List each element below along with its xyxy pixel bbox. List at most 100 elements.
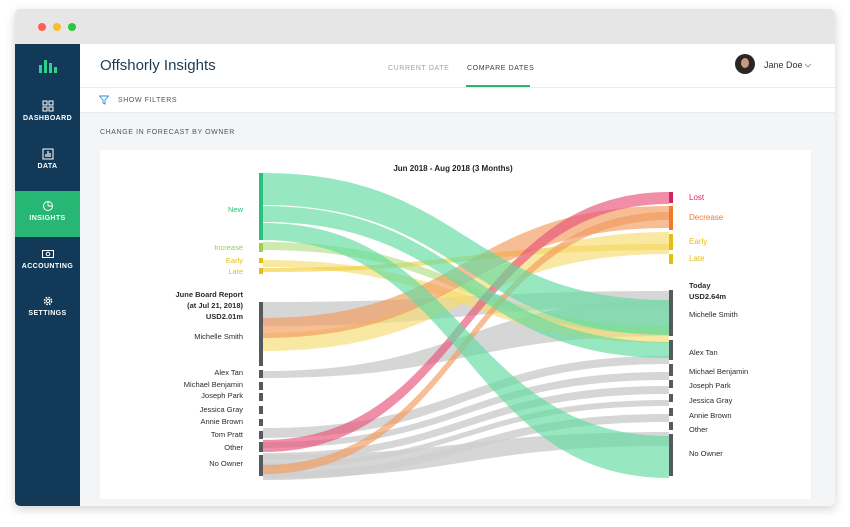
sankey-node-left bbox=[259, 302, 263, 366]
top-header: Offshorly Insights CURRENT DATE COMPARE … bbox=[80, 44, 835, 88]
sidebar-item-dashboard[interactable]: DASHBOARD bbox=[15, 91, 80, 137]
board-report-label: USD2.01m bbox=[206, 312, 243, 321]
sankey-node-left bbox=[259, 406, 263, 414]
sankey-nodes bbox=[259, 173, 673, 476]
section-title: CHANGE IN FORECAST BY OWNER bbox=[100, 129, 235, 136]
bar-chart-logo-icon[interactable] bbox=[39, 59, 57, 73]
right-owner-label: Other bbox=[689, 425, 708, 434]
sankey-node-left bbox=[259, 382, 263, 390]
sankey-node-left bbox=[259, 258, 263, 263]
left-owner-label: Alex Tan bbox=[214, 368, 243, 377]
sankey-node-left bbox=[259, 393, 263, 401]
left-owner-label: No Owner bbox=[209, 459, 243, 468]
page-title: Offshorly Insights bbox=[100, 57, 216, 74]
sankey-node-right bbox=[669, 192, 673, 203]
sankey-node-left bbox=[259, 455, 263, 476]
left-owner-label: Jessica Gray bbox=[200, 405, 244, 414]
right-category-label: Decrease bbox=[689, 213, 724, 222]
pie-chart-icon bbox=[42, 201, 53, 211]
minimize-window-button[interactable] bbox=[53, 23, 61, 31]
sidebar-item-settings[interactable]: SETTINGS bbox=[15, 286, 80, 332]
tab-current-date[interactable]: CURRENT DATE bbox=[388, 65, 450, 72]
left-owner-label: Other bbox=[224, 443, 243, 452]
right-owner-label: Joseph Park bbox=[689, 381, 731, 390]
right-owner-label: Jessica Gray bbox=[689, 396, 733, 405]
sidebar-item-label: DATA bbox=[37, 163, 58, 170]
right-category-label: Lost bbox=[689, 193, 705, 202]
right-owner-label: Annie Brown bbox=[689, 411, 732, 420]
user-name[interactable]: Jane Doe bbox=[764, 60, 803, 70]
right-owner-label: Alex Tan bbox=[689, 348, 718, 357]
left-category-label: Early bbox=[226, 256, 243, 265]
sankey-node-left bbox=[259, 370, 263, 378]
left-owner-label: Joseph Park bbox=[201, 391, 243, 400]
avatar[interactable] bbox=[735, 54, 755, 74]
chart-period-title: Jun 2018 - Aug 2018 (3 Months) bbox=[393, 164, 513, 173]
gear-icon bbox=[43, 296, 52, 306]
left-owner-label: Annie Brown bbox=[200, 417, 243, 426]
left-owner-label: Michael Benjamin bbox=[184, 380, 243, 389]
right-owner-label: No Owner bbox=[689, 449, 723, 458]
sidebar-item-data[interactable]: DATA bbox=[15, 139, 80, 185]
right-category-label: Early bbox=[689, 237, 707, 246]
left-owner-label: Michelle Smith bbox=[194, 332, 243, 341]
sankey-flow bbox=[263, 173, 669, 335]
sankey-node-right bbox=[669, 234, 673, 250]
today-label: USD2.64m bbox=[689, 292, 726, 301]
show-filters-button[interactable]: SHOW FILTERS bbox=[118, 97, 178, 104]
sidebar-item-label: DASHBOARD bbox=[22, 115, 73, 122]
sankey-node-left bbox=[259, 431, 263, 439]
sankey-node-left bbox=[259, 268, 263, 274]
right-owner-label: Michael Benjamin bbox=[689, 367, 748, 376]
left-owner-label: Tom Pratt bbox=[211, 430, 244, 439]
sankey-node-right bbox=[669, 254, 673, 264]
right-category-label: Late bbox=[689, 254, 705, 263]
cash-icon bbox=[41, 250, 54, 258]
app-window: DASHBOARD DATA INSIGHTS ACCOUNTING bbox=[15, 9, 835, 506]
sankey-node-right bbox=[669, 408, 673, 416]
sankey-flow bbox=[263, 386, 669, 460]
sankey-flow bbox=[263, 223, 669, 478]
sankey-flows bbox=[263, 173, 669, 480]
sankey-node-left bbox=[259, 243, 263, 252]
bar-chart-icon bbox=[42, 148, 53, 160]
sankey-flow bbox=[263, 206, 669, 358]
sankey-node-right bbox=[669, 422, 673, 430]
sankey-flow bbox=[263, 232, 669, 351]
chevron-down-icon[interactable] bbox=[803, 60, 813, 70]
sidebar-item-insights[interactable]: INSIGHTS bbox=[15, 191, 80, 237]
left-category-label: Increase bbox=[214, 243, 243, 252]
sankey-node-left bbox=[259, 442, 263, 452]
sankey-chart: Jun 2018 - Aug 2018 (3 Months) New Increa… bbox=[175, 164, 748, 480]
sankey-flow bbox=[263, 372, 669, 448]
sidebar: DASHBOARD DATA INSIGHTS ACCOUNTING bbox=[15, 44, 80, 506]
sidebar-item-label: SETTINGS bbox=[28, 310, 67, 317]
sankey-node-left bbox=[259, 419, 263, 426]
sankey-node-right bbox=[669, 394, 673, 402]
left-category-label: New bbox=[228, 205, 244, 214]
sankey-node-right bbox=[669, 434, 673, 476]
sankey-node-right bbox=[669, 290, 673, 336]
sidebar-item-label: INSIGHTS bbox=[29, 215, 66, 222]
zoom-window-button[interactable] bbox=[68, 23, 76, 31]
board-report-label: June Board Report bbox=[175, 290, 243, 299]
sidebar-item-accounting[interactable]: ACCOUNTING bbox=[15, 239, 80, 285]
right-owner-label: Michelle Smith bbox=[689, 310, 738, 319]
sankey-flow bbox=[263, 400, 669, 468]
close-window-button[interactable] bbox=[38, 23, 46, 31]
sankey-card: Jun 2018 - Aug 2018 (3 Months) New Increa… bbox=[100, 150, 811, 499]
sankey-flow bbox=[263, 192, 669, 452]
sankey-node-left bbox=[259, 173, 263, 240]
sankey-node-right bbox=[669, 380, 673, 388]
sidebar-item-label: ACCOUNTING bbox=[21, 263, 74, 270]
sankey-flow bbox=[263, 356, 669, 438]
sankey-node-right bbox=[669, 340, 673, 360]
tab-compare-dates[interactable]: COMPARE DATES bbox=[467, 65, 535, 72]
active-tab-indicator bbox=[466, 85, 530, 87]
sankey-node-right bbox=[669, 206, 673, 230]
window-titlebar bbox=[15, 9, 835, 44]
left-category-label: Late bbox=[228, 267, 243, 276]
today-label: Today bbox=[689, 281, 711, 290]
sankey-node-right bbox=[669, 364, 673, 376]
filter-icon[interactable] bbox=[99, 95, 109, 105]
